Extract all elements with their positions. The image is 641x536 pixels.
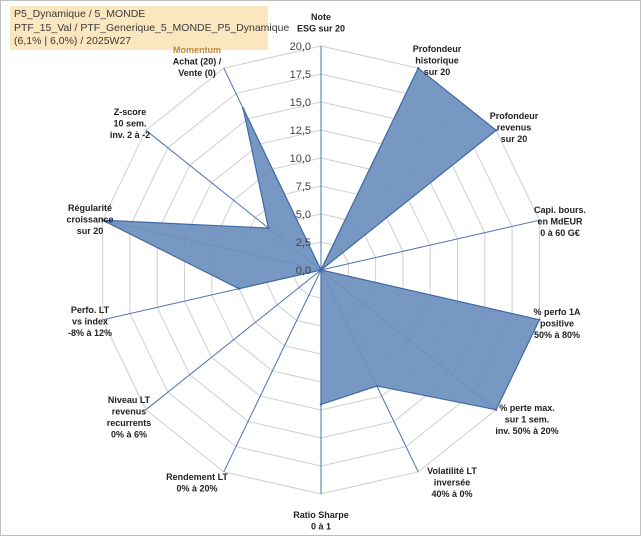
tick-label: 7,5 bbox=[296, 181, 311, 193]
data-point bbox=[319, 268, 323, 272]
axis-labels: Note ESG sur 20 Profondeur historique sur 20… bbox=[66, 12, 586, 532]
axis-label: Profondeur historique sur 20 bbox=[413, 44, 462, 77]
data-point bbox=[319, 403, 323, 406]
axis-label: Profondeur revenus sur 20 bbox=[490, 111, 539, 144]
portfolio-performance: (6,1% | 6,0%) / 2025W27 bbox=[14, 35, 132, 47]
data-point bbox=[375, 384, 379, 388]
data-point bbox=[494, 129, 498, 132]
tick-label: 10,0 bbox=[290, 153, 311, 165]
data-point bbox=[417, 67, 420, 70]
tick-label: 0,0 bbox=[296, 265, 311, 277]
portfolio-reference: PTF_15_Val / PTF_Generique_5_MONDE_P5_Dy… bbox=[14, 21, 290, 34]
data-point bbox=[101, 219, 104, 222]
axis-label: Z-score 10 sem. inv. 2 à -2 bbox=[110, 107, 150, 140]
data-point bbox=[242, 107, 245, 110]
axis-label: Momentum Achat (20) / Vente (0) bbox=[173, 45, 222, 78]
axis-spoke bbox=[223, 269, 322, 473]
data-point bbox=[267, 226, 270, 230]
tick-label: 15,0 bbox=[290, 97, 311, 109]
axis-spoke bbox=[320, 219, 540, 271]
axis-label: % perfo 1A positive 50% à 80% bbox=[533, 307, 581, 340]
radar-series bbox=[101, 67, 541, 411]
data-point bbox=[494, 408, 498, 411]
axis-label: Capi. bours. en MdEUR 0 à 60 G€ bbox=[534, 205, 586, 238]
radial-tick-labels: 0,0 2,5 5,0 7,5 10,0 12,5 15,0 17,5 20,0 bbox=[290, 41, 311, 277]
tick-label: 5,0 bbox=[296, 209, 311, 221]
axis-label: % perte max. sur 1 sem. inv. 50% à 20% bbox=[495, 403, 558, 436]
axis-label: Volatilité LT inversée 40% à 0% bbox=[427, 466, 477, 499]
series-area bbox=[102, 67, 541, 411]
axis-label: Ratio Sharpe 0 à 1 bbox=[293, 510, 349, 532]
tick-label: 20,0 bbox=[290, 41, 311, 53]
data-point bbox=[237, 287, 241, 290]
axis-label: Note ESG sur 20 bbox=[297, 12, 345, 34]
portfolio-info-box: P5_Dynamique / 5_MONDE PTF_15_Val / PTF_… bbox=[10, 6, 290, 50]
tick-label: 2,5 bbox=[296, 237, 311, 249]
portfolio-name: P5_Dynamique / 5_MONDE bbox=[14, 8, 146, 20]
axis-label: Rendement LT 0% à 20% bbox=[166, 472, 228, 494]
axis-spoke bbox=[145, 269, 322, 411]
axis-label: Perfo. LT vs index -8% à 12% bbox=[68, 305, 112, 338]
axis-label: Régularité croissance sur 20 bbox=[66, 203, 113, 236]
tick-label: 12,5 bbox=[290, 125, 311, 137]
tick-label: 17,5 bbox=[290, 69, 311, 81]
data-point bbox=[538, 318, 541, 321]
axis-label: Niveau LT revenus recurrents 0% à 6% bbox=[107, 395, 152, 440]
